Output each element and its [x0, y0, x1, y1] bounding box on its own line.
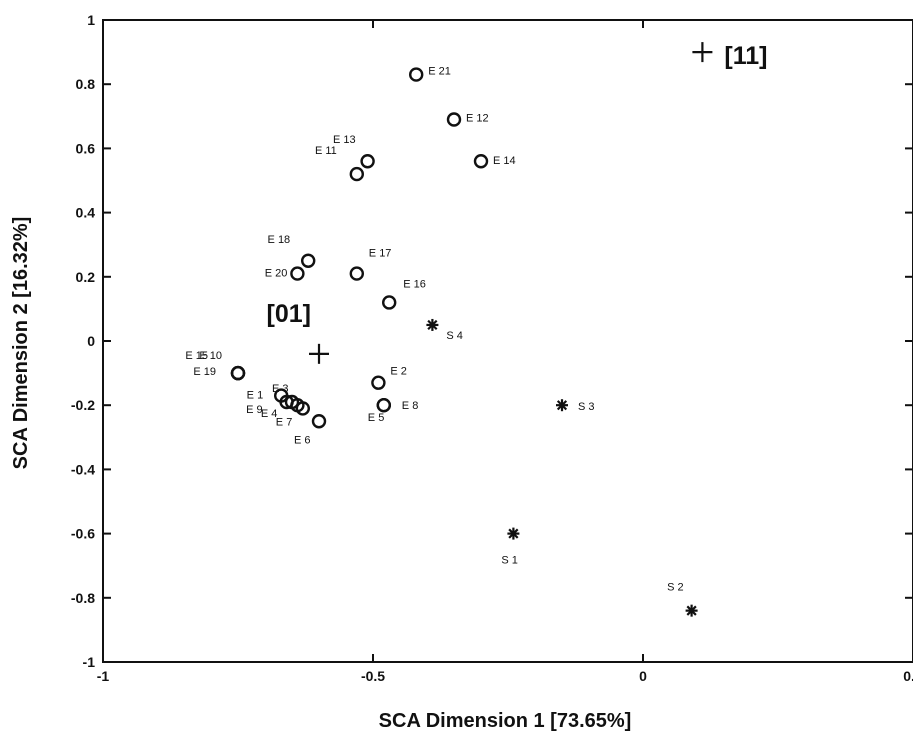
point-label: S 3 [578, 401, 595, 413]
circle-marker [473, 154, 489, 169]
y-tick-label: 0 [87, 333, 95, 349]
point-label: E 11 [315, 145, 337, 157]
y-tick-label: 0.2 [76, 269, 96, 285]
point-label: E 3 [272, 383, 289, 395]
y-tick-label: -0.4 [71, 461, 95, 477]
circle-marker [290, 266, 305, 281]
asterisk-marker [685, 604, 698, 617]
point-label: S 4 [446, 330, 463, 342]
point-label: E 15 [185, 350, 208, 362]
plus-marker [309, 343, 329, 364]
plus-marker [692, 42, 713, 63]
point-label: E 13 [333, 134, 356, 146]
point-label: E 17 [369, 248, 392, 260]
point-label: E 14 [493, 155, 516, 167]
point-label: E 19 [193, 366, 216, 378]
x-tick-label: -0.5 [361, 668, 385, 684]
asterisk-marker [556, 399, 568, 412]
y-tick-label: 0.4 [76, 205, 96, 221]
point-label: E 21 [428, 66, 451, 78]
asterisk-marker [507, 527, 520, 540]
x-tick-label: 0.5 [903, 668, 913, 684]
axis-ticks: -1-0.500.511.510.80.60.40.20-0.2-0.4-0.6… [71, 12, 913, 684]
y-tick-label: 0.6 [76, 140, 96, 156]
circle-marker [382, 295, 397, 310]
point-label: E 1 [247, 390, 264, 402]
circle-marker [371, 375, 386, 390]
point-label: S 1 [501, 555, 518, 567]
circle-marker [311, 414, 327, 429]
point-label: E 12 [466, 113, 489, 125]
point-label: E 8 [402, 400, 419, 412]
point-label: E 20 [265, 268, 288, 280]
y-tick-label: -0.2 [71, 397, 95, 413]
y-tick-label: -0.6 [71, 526, 95, 542]
point-label: E 6 [294, 434, 311, 446]
group-label: [01] [267, 300, 311, 328]
x-tick-label: 0 [639, 668, 647, 684]
y-tick-label: -0.8 [71, 590, 95, 606]
point-label: E 7 [276, 416, 293, 428]
point-label: E 5 [368, 412, 385, 424]
point-label: E 18 [268, 234, 291, 246]
x-tick-label: -1 [97, 668, 110, 684]
circle-marker [279, 394, 294, 410]
group-label: [11] [724, 42, 767, 70]
y-tick-label: -1 [83, 654, 96, 670]
point-label: E 4 [261, 408, 278, 420]
circle-marker [409, 67, 424, 82]
point-label: S 2 [667, 582, 684, 594]
data-marks [230, 42, 713, 617]
circle-marker [376, 398, 391, 413]
circle-marker [446, 112, 462, 127]
y-tick-label: 1 [87, 12, 95, 28]
y-axis-title: SCA Dimension 2 [16.32%] [10, 217, 32, 470]
point-labels: E 1 E 2 E 3 E 4 E 5 E 6E 7 E 8 E 9 E 10 E 11 E 12 E… [185, 42, 767, 594]
asterisk-marker [426, 318, 439, 331]
point-label: E 10 [199, 350, 222, 362]
circle-marker [349, 266, 364, 281]
circle-marker [295, 401, 310, 416]
circle-marker [301, 253, 316, 268]
y-tick-label: 0.8 [76, 76, 96, 92]
circle-marker [360, 154, 375, 169]
circle-marker [349, 166, 364, 182]
x-axis-title: SCA Dimension 1 [73.65%] [379, 710, 632, 732]
point-label: E 2 [390, 366, 407, 378]
circle-marker [230, 365, 246, 381]
point-label: E 9 [246, 404, 263, 416]
point-label: E 16 [403, 278, 426, 290]
